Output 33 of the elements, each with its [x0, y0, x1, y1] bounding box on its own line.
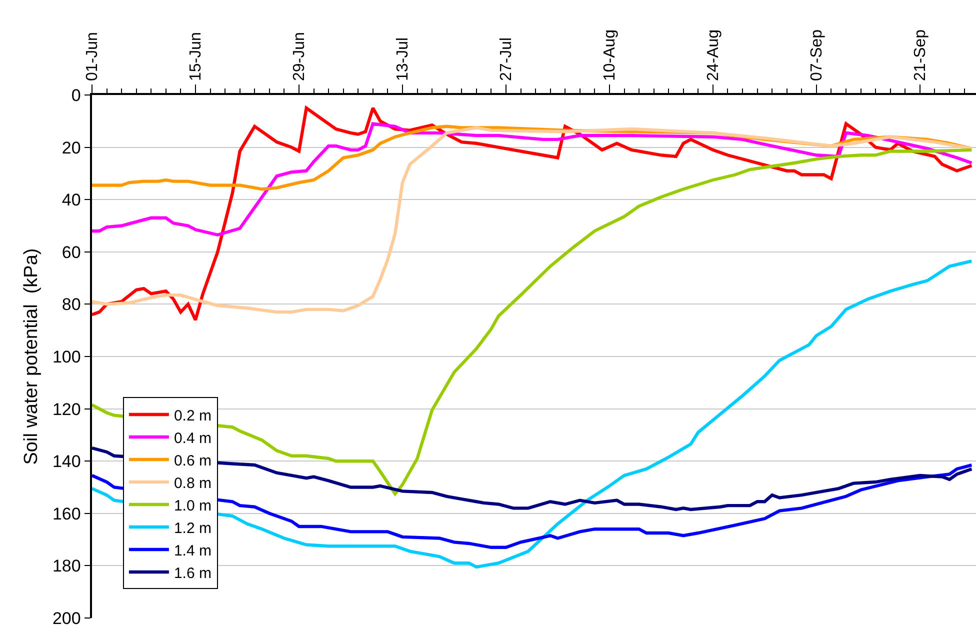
line-series	[92, 446, 974, 512]
line-series	[92, 122, 974, 236]
y-tick-label: 200	[52, 608, 81, 628]
x-tick-label: 21-Sep	[912, 29, 930, 82]
line-series	[92, 148, 974, 496]
y-tick-label: 80	[62, 295, 81, 314]
legend-label: 1.0 m	[174, 497, 212, 514]
x-tick-label: 13-Jul	[394, 37, 412, 82]
y-tick-label: 120	[52, 400, 81, 419]
y-tick-label: 60	[62, 242, 81, 262]
x-tick-label: 10-Aug	[602, 29, 619, 82]
line-series	[92, 259, 974, 569]
legend-label: 0.4 m	[174, 430, 212, 447]
legend-label: 0.2 m	[174, 407, 212, 424]
legend-label: 0.8 m	[174, 474, 212, 492]
x-tick-label: 29-Jun	[291, 32, 308, 82]
y-tick-label: 20	[62, 138, 81, 158]
y-tick-label: 0	[71, 86, 81, 105]
y-tick-label: 140	[52, 452, 81, 472]
x-tick-label: 01-Jun	[84, 32, 102, 82]
legend-label: 1.6 m	[174, 564, 212, 582]
y-axis-title: Soil water potential (kPa)	[20, 248, 42, 465]
legend-label: 1.4 m	[174, 542, 212, 560]
x-tick-label: 15-Jun	[188, 32, 205, 82]
y-tick-label: 40	[62, 190, 81, 210]
legend-label: 0.6 m	[174, 452, 212, 470]
y-tick-label: 180	[52, 556, 81, 576]
legend-label: 1.2 m	[174, 520, 212, 537]
x-tick-label: 27-Jul	[498, 37, 516, 82]
x-tick-label: 07-Sep	[808, 29, 826, 82]
y-tick-label: 160	[52, 504, 81, 524]
y-tick-label: 100	[52, 347, 81, 366]
x-tick-label: 24-Aug	[705, 29, 722, 82]
